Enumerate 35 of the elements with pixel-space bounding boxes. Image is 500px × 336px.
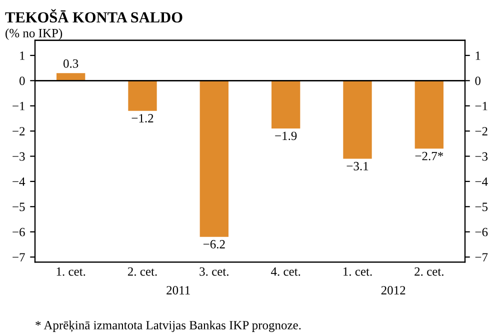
x-tick-label: 1. cet. [344, 267, 372, 276]
y-tick-label: −3 [12, 152, 25, 161]
y-tick-label: −2 [12, 127, 25, 136]
data-label: 0.3 [63, 59, 78, 68]
x-tick-label: 1. cet. [56, 267, 86, 276]
y2-tick-label: −5 [475, 202, 488, 212]
chart-title: TEKOŠĀ KONTA SALDO [5, 9, 182, 23]
x-tick-label: 2. cet. [414, 267, 444, 276]
chart-subtitle: (% no IKP) [6, 28, 62, 40]
y2-tick-label: −6 [475, 228, 488, 236]
y2-tick-label: −7 [475, 253, 488, 262]
x-tick-label: 4. cet. [270, 267, 300, 276]
y-tick-label: −1 [12, 102, 25, 110]
y2-tick-label: −1 [475, 102, 488, 110]
y2-tick-label: −4 [475, 178, 488, 186]
data-label: −3.1 [346, 162, 368, 170]
y-tick-label: 1 [20, 52, 25, 60]
y2-tick-label: 0 [475, 76, 480, 86]
data-label: −1.2 [132, 114, 154, 123]
text: * Aprēķinā izmantota Latvijas Bankas IKP prognoze. [36, 320, 301, 332]
text: 2011 [166, 286, 190, 294]
x-tick-label: 3. cet. [200, 267, 228, 276]
data-label: −1.9 [275, 132, 297, 140]
y-tick-label: −7 [12, 253, 25, 262]
data-label: −6.2 [203, 240, 225, 249]
data-label: −2.7* [415, 152, 444, 160]
x-tick-label: 2. cet. [128, 267, 157, 276]
y2-tick-label: 1 [476, 52, 480, 60]
y-tick-label: −4 [12, 178, 26, 186]
text: 2012 [381, 286, 406, 294]
y-tick-label: 0 [20, 76, 25, 86]
y-tick-label: −5 [12, 202, 25, 212]
y2-tick-label: −3 [475, 152, 488, 161]
y-tick-label: −6 [12, 228, 25, 236]
y2-tick-label: −2 [475, 127, 488, 136]
